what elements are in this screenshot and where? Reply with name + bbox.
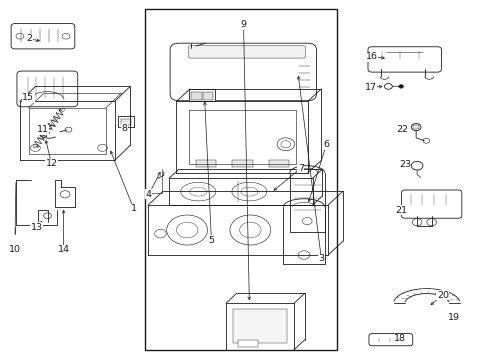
Text: 9: 9	[240, 20, 246, 29]
Text: 12: 12	[45, 159, 58, 168]
FancyBboxPatch shape	[368, 334, 412, 346]
Bar	[191, 92, 201, 100]
Bar	[196, 160, 216, 167]
Ellipse shape	[46, 126, 51, 130]
Ellipse shape	[33, 144, 38, 148]
Bar	[118, 116, 133, 127]
Text: 23: 23	[398, 161, 410, 170]
FancyBboxPatch shape	[188, 46, 305, 58]
FancyBboxPatch shape	[401, 190, 461, 218]
Text: 14: 14	[58, 245, 69, 254]
Bar	[238, 341, 257, 347]
FancyBboxPatch shape	[17, 71, 78, 107]
Ellipse shape	[53, 117, 58, 121]
Text: 19: 19	[447, 313, 459, 322]
Text: 13: 13	[31, 222, 43, 231]
FancyBboxPatch shape	[367, 47, 441, 72]
Text: 11: 11	[37, 126, 49, 135]
Text: 15: 15	[22, 93, 34, 102]
Bar	[203, 92, 212, 100]
Ellipse shape	[40, 135, 44, 139]
Text: 7: 7	[297, 164, 303, 173]
Text: 6: 6	[323, 140, 328, 149]
Text: 10: 10	[9, 245, 21, 254]
Bar	[120, 119, 131, 125]
Bar	[233, 309, 286, 342]
Bar	[412, 125, 418, 129]
Text: 5: 5	[208, 235, 214, 244]
Text: 16: 16	[365, 52, 377, 61]
Text: 8: 8	[121, 124, 127, 133]
Text: 2: 2	[26, 35, 33, 44]
Text: 3: 3	[318, 254, 324, 263]
Text: 20: 20	[436, 291, 448, 300]
Bar	[144, 9, 336, 350]
FancyBboxPatch shape	[170, 43, 316, 101]
Bar	[232, 160, 252, 167]
Text: 17: 17	[364, 83, 376, 92]
Bar	[268, 160, 288, 167]
Text: 22: 22	[396, 126, 407, 135]
FancyBboxPatch shape	[11, 23, 75, 49]
Text: 1: 1	[130, 204, 136, 213]
Ellipse shape	[60, 109, 64, 112]
Circle shape	[398, 85, 403, 88]
Text: 4: 4	[145, 190, 151, 199]
Bar	[188, 89, 215, 102]
Text: 21: 21	[394, 206, 406, 215]
Text: 18: 18	[393, 334, 405, 343]
